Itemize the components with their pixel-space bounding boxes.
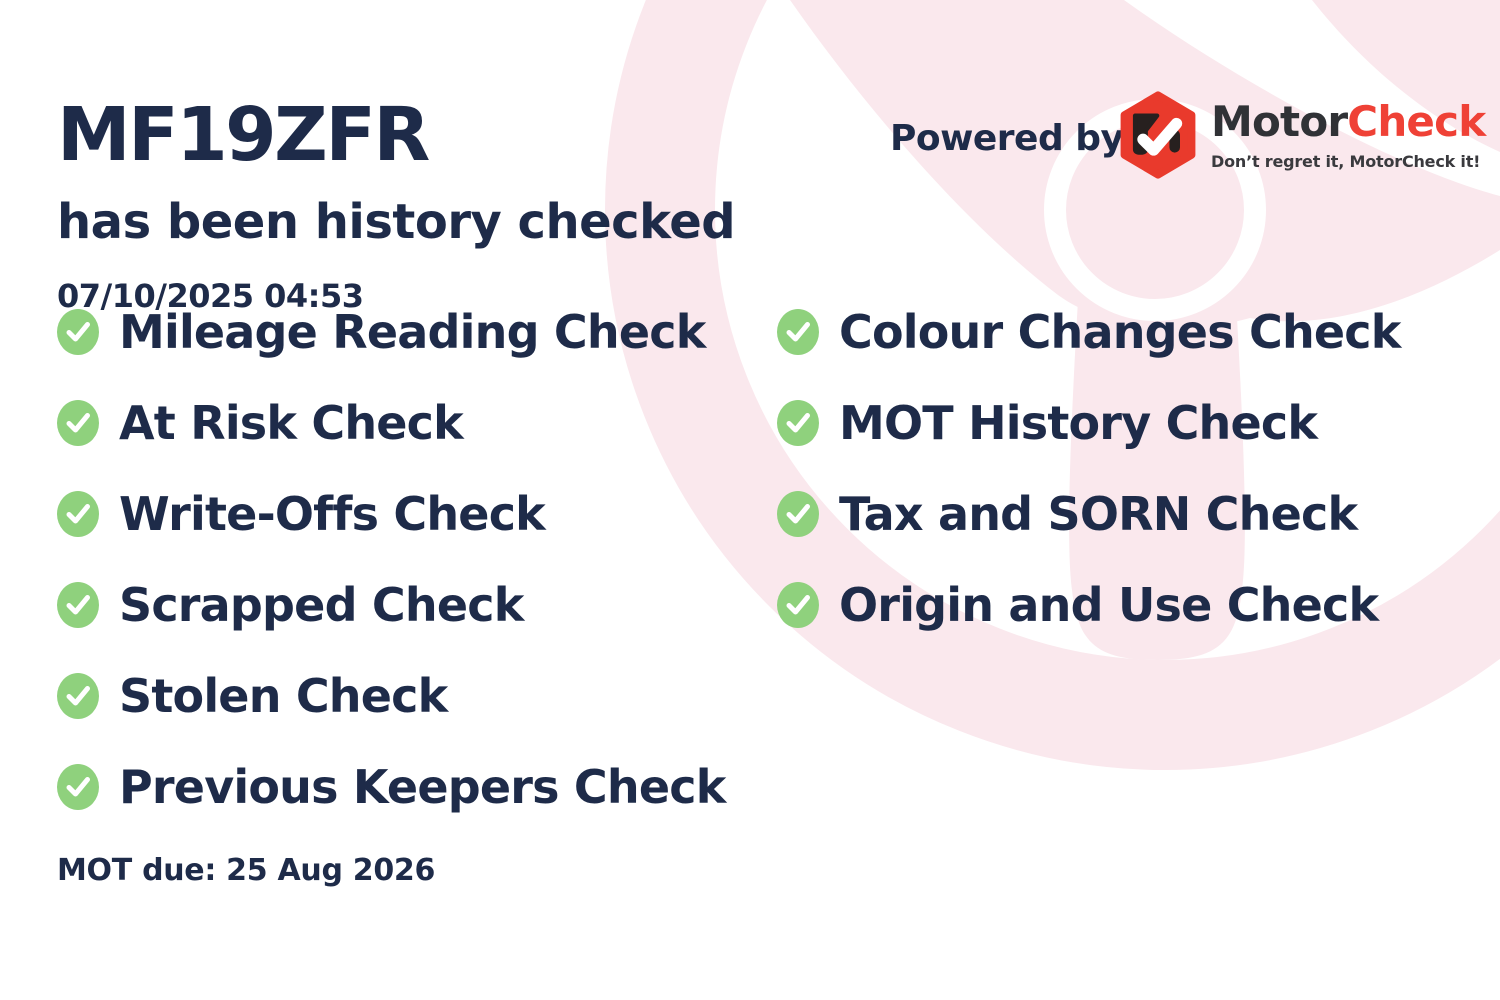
check-item: Write-Offs Check	[57, 468, 726, 559]
check-item: MOT History Check	[777, 377, 1401, 468]
check-item: Colour Changes Check	[777, 286, 1401, 377]
green-check-circle-icon	[777, 308, 819, 355]
check-item: Tax and SORN Check	[777, 468, 1401, 559]
green-check-circle-icon	[57, 308, 99, 355]
check-item-label: Tax and SORN Check	[839, 486, 1358, 541]
check-item-label: At Risk Check	[119, 395, 464, 450]
wheel-top-opening	[1124, 0, 1500, 196]
wheel-hub-disc	[1067, 122, 1243, 298]
check-datetime: 07/10/2025 04:53	[57, 277, 364, 315]
header: MF19ZFR has been history checked 07/10/2…	[57, 92, 736, 315]
brand-name-motor: Motor	[1211, 97, 1348, 146]
branding: Powered by MotorCheck Don’t regret it, M…	[890, 88, 1486, 188]
check-item: Scrapped Check	[57, 559, 726, 650]
green-check-circle-icon	[57, 763, 99, 810]
check-item: Stolen Check	[57, 650, 726, 741]
check-item: Origin and Use Check	[777, 559, 1401, 650]
powered-by-label: Powered by	[890, 118, 1124, 159]
green-check-circle-icon	[777, 490, 819, 537]
check-list-right: Colour Changes Check MOT History Check T…	[777, 286, 1401, 650]
history-checked-subtitle: has been history checked	[57, 194, 736, 250]
check-item-label: Previous Keepers Check	[119, 759, 726, 814]
check-item: At Risk Check	[57, 377, 726, 468]
check-item-label: Mileage Reading Check	[119, 304, 706, 359]
green-check-circle-icon	[57, 581, 99, 628]
brand-name: MotorCheck	[1211, 101, 1486, 143]
green-check-circle-icon	[777, 399, 819, 446]
green-check-circle-icon	[57, 399, 99, 446]
check-item-label: Stolen Check	[119, 668, 448, 723]
check-item: Mileage Reading Check	[57, 286, 726, 377]
mot-due-label: MOT due: 25 Aug 2026	[57, 853, 436, 888]
check-item-label: Colour Changes Check	[839, 304, 1401, 359]
brand-name-check: Check	[1347, 97, 1486, 146]
check-item-label: Scrapped Check	[119, 577, 524, 632]
check-item: Previous Keepers Check	[57, 741, 726, 832]
wheel-bottom-spoke	[1069, 300, 1245, 660]
green-check-circle-icon	[777, 581, 819, 628]
brand-tagline: Don’t regret it, MotorCheck it!	[1211, 152, 1481, 171]
brand-text: MotorCheck Don’t regret it, MotorCheck i…	[1211, 101, 1486, 172]
motorcheck-logo-icon	[1120, 91, 1196, 179]
vehicle-registration: MF19ZFR	[57, 92, 430, 178]
check-item-label: MOT History Check	[839, 395, 1318, 450]
check-item-label: Origin and Use Check	[839, 577, 1379, 632]
wheel-ring	[605, 0, 1500, 770]
green-check-circle-icon	[57, 672, 99, 719]
check-list-left: Mileage Reading Check At Risk Check Writ…	[57, 286, 726, 832]
green-check-circle-icon	[57, 490, 99, 537]
check-item-label: Write-Offs Check	[119, 486, 546, 541]
